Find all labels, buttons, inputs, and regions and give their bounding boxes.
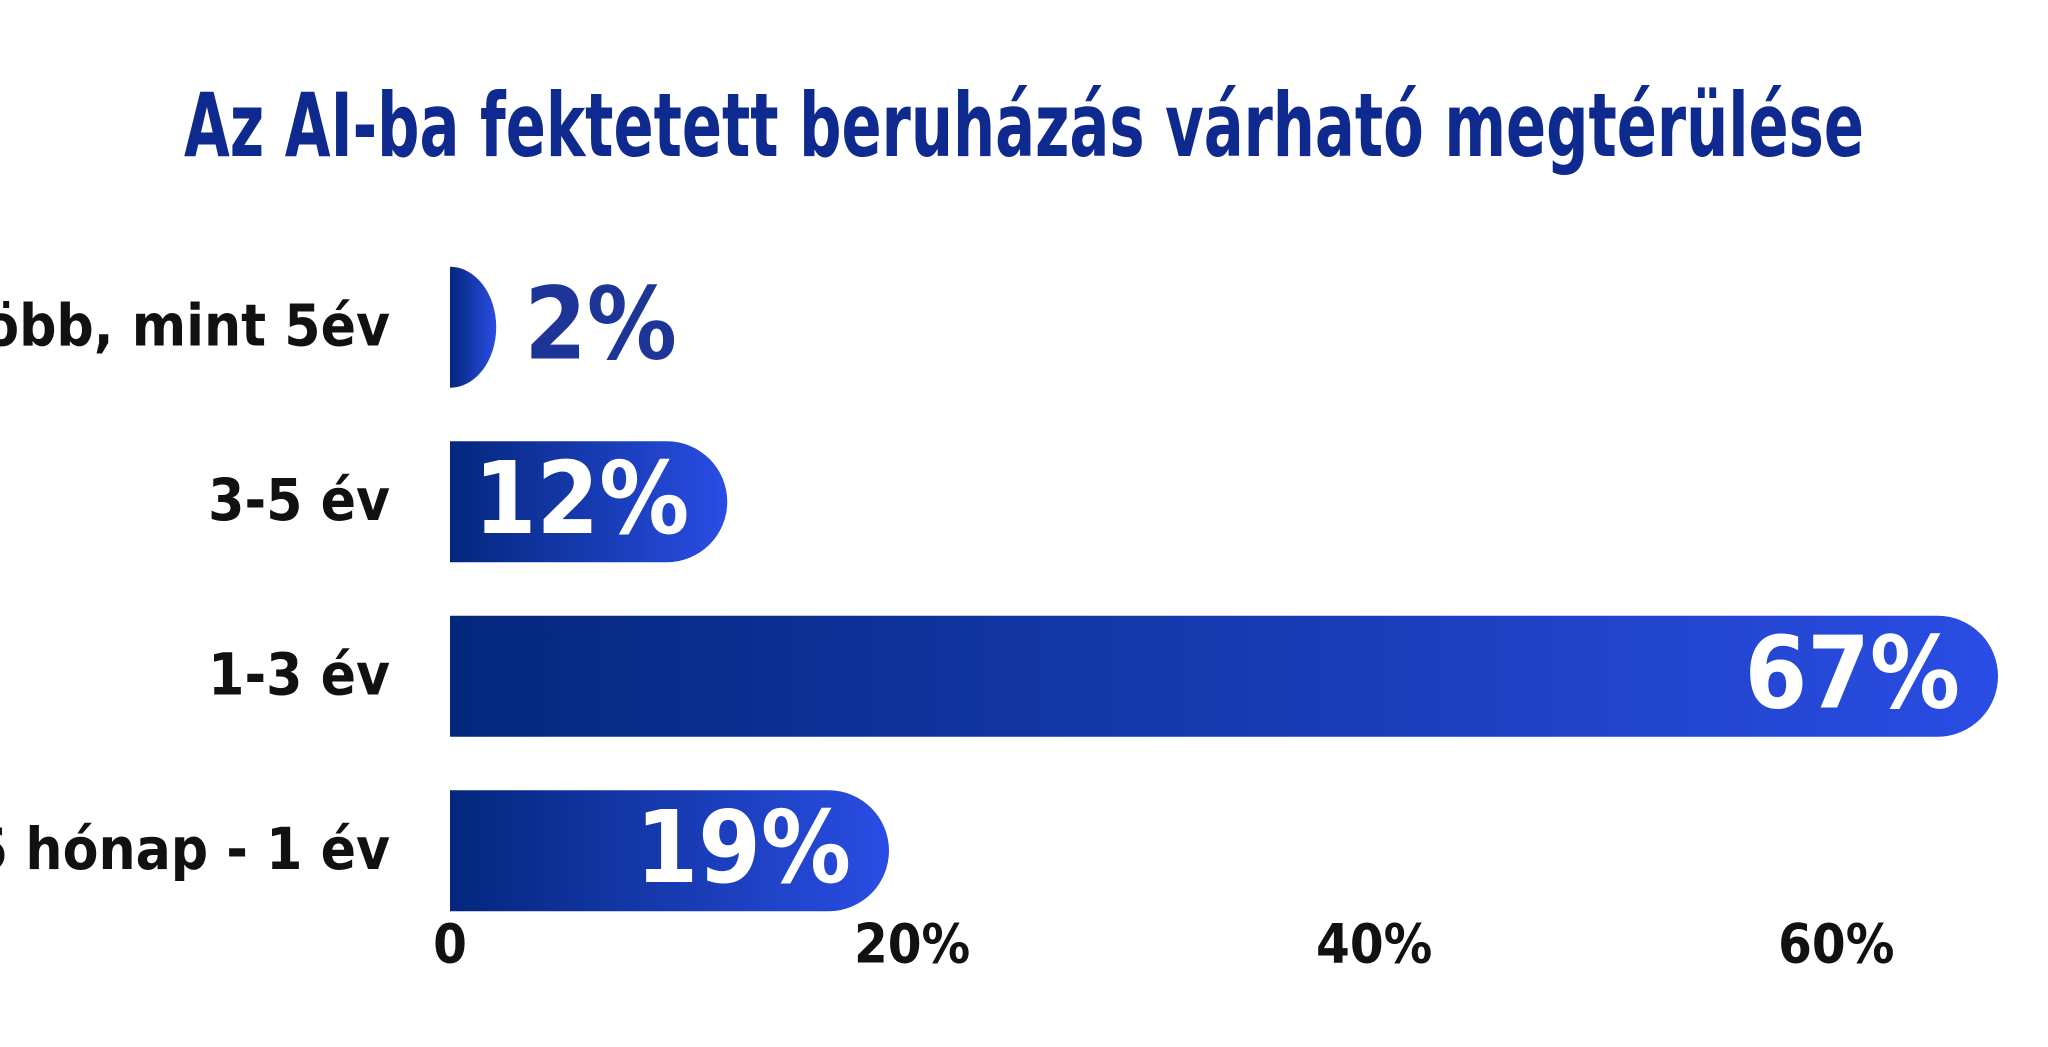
x-tick-label: 40% xyxy=(1316,913,1432,976)
category-label: 1-3 év xyxy=(208,640,390,708)
value-label: 67% xyxy=(1745,615,1960,732)
category-label: Több, mint 5év xyxy=(0,291,390,359)
value-label: 2% xyxy=(524,266,677,383)
x-tick-label: 0 xyxy=(433,913,467,976)
value-label: 12% xyxy=(474,440,689,557)
bar xyxy=(450,790,889,912)
x-tick-label: 60% xyxy=(1778,913,1894,976)
bar xyxy=(450,266,497,388)
bar xyxy=(450,441,728,563)
x-tick-label: 20% xyxy=(854,913,970,976)
bar xyxy=(450,615,1998,737)
category-label: 3-5 év xyxy=(208,466,390,534)
category-label: 6 hónap - 1 év xyxy=(0,815,390,883)
value-label: 19% xyxy=(636,789,851,906)
chart-title: Az AI-ba fektetett beruházás várható meg… xyxy=(184,74,1864,177)
